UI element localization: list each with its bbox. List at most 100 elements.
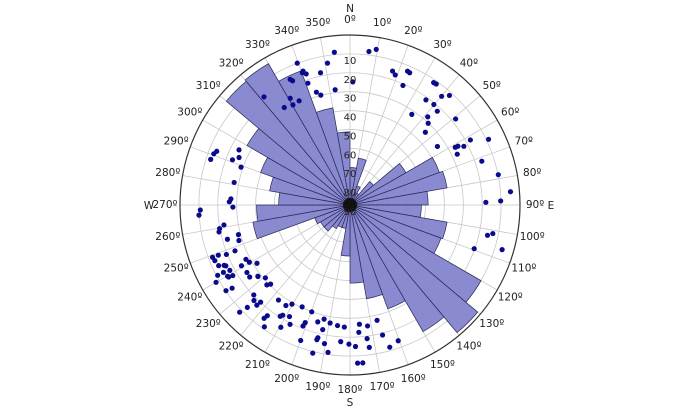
pole-point [209,254,216,260]
pole-point [216,226,223,232]
pole-point [286,313,293,320]
pole-point [289,301,295,307]
pole-point [352,343,359,350]
pole-point [317,70,324,76]
pole-point [261,315,267,321]
pole-point [215,252,221,258]
pole-point [467,137,473,143]
pole-point [223,251,229,258]
pole-point [485,136,492,142]
pole-point [387,344,393,350]
direction-tick-label: 290º [164,136,189,148]
dip-ring-label: 90 [344,207,357,218]
pole-point [425,114,431,120]
direction-tick-label: 10º [373,17,391,29]
direction-tick-label: 220º [219,341,244,353]
rose-bar [349,204,406,310]
rose-bar [252,204,351,240]
rose-bar [349,204,479,334]
pole-point [229,285,235,291]
pole-point [404,68,411,74]
dip-ring-label: 40 [344,113,357,124]
pole-point [455,143,461,149]
pole-point [341,324,347,330]
pole-point [433,81,439,87]
pole-point [223,288,229,294]
pole-point [507,189,514,195]
pole-point [287,321,293,327]
pole-point [360,360,366,366]
pole-point [434,108,440,114]
dip-ring-label: 60 [344,150,357,161]
pole-point [374,317,380,323]
direction-tick-label: 120º [498,292,523,304]
direction-tick-label: 100º [520,231,545,243]
rose-bar [256,204,351,222]
pole-points [196,46,514,366]
cardinal-label-s: S [347,397,354,409]
rose-bar [244,63,351,206]
pole-point [350,79,356,85]
pole-point [232,248,238,254]
rose-bar [349,204,384,300]
direction-tick-label: 50º [483,80,501,92]
direction-tick-label: 280º [155,167,180,179]
pole-point [373,46,379,53]
pole-point [422,129,428,135]
pole-point [283,302,289,309]
rose-bars [225,63,482,334]
pole-point [471,246,477,252]
pole-point [409,111,415,117]
pole-point [224,236,231,242]
pole-point [261,324,267,330]
pole-point [313,89,320,95]
dip-ring-label: 70 [344,169,357,180]
direction-tick-label: 170º [370,381,395,393]
pole-point [334,322,341,329]
pole-point [320,327,326,333]
pole-point [255,273,261,279]
pole-point [400,82,406,89]
direction-tick-label: 90º [526,199,544,211]
direction-tick-label: 330º [245,39,270,51]
pole-point [490,230,496,237]
pole-point [392,72,398,78]
pole-point [235,232,242,238]
dip-ring-label: 80 [344,188,357,199]
pole-point [331,49,337,55]
pole-point [228,196,234,202]
direction-tick-label: 250º [164,262,189,274]
pole-point [356,329,362,335]
pole-point [251,292,257,298]
cardinal-label-n: N [346,3,354,15]
pole-point [247,274,253,280]
pole-point [244,269,250,276]
pole-point [231,179,237,186]
pole-point [461,143,467,149]
pole-point [439,93,445,99]
direction-tick-label: 190º [305,381,330,393]
pole-point [237,309,243,315]
outer-circle [179,34,521,376]
direction-tick-label: 40º [460,57,478,69]
pole-point [495,172,501,178]
pole-point [346,341,352,347]
pole-point [498,198,504,204]
pole-point [268,281,274,287]
rose-bar [349,191,429,206]
pole-point [484,232,491,238]
pole-point [366,48,372,55]
pole-point [453,116,459,122]
pole-point [275,297,282,303]
direction-tick-label: 0º [344,14,356,26]
pole-point [229,157,236,163]
pole-point [211,151,217,157]
dip-ring-label: 30 [344,94,357,105]
pole-point [454,151,460,157]
rose-bar [349,204,448,240]
pole-point [236,237,242,244]
pole-point [379,332,386,338]
dip-ring-label: 20 [344,75,357,86]
direction-tick-label: 240º [177,292,202,304]
